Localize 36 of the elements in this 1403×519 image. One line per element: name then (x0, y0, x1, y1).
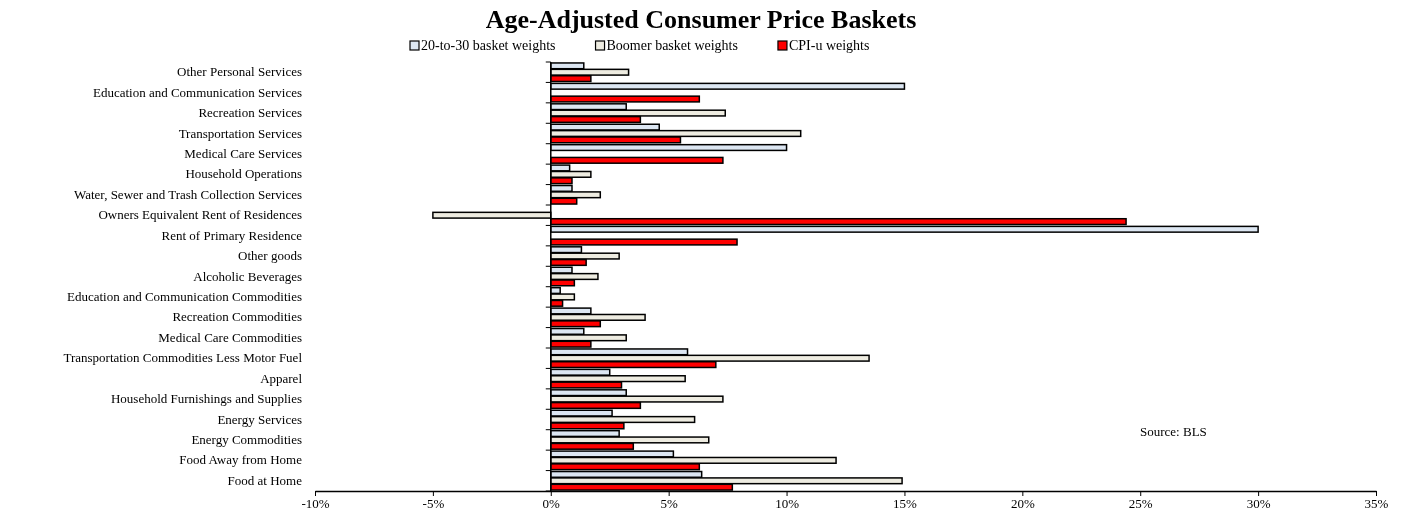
y-tick-label: Recreation Services (198, 105, 302, 121)
y-tick-label: Other Personal Services (177, 64, 302, 80)
y-tick-label: Recreation Commodities (172, 309, 302, 325)
y-tick-label: Water, Sewer and Trash Collection Services (73, 186, 302, 202)
y-tick-label: Transportation Commodities Less Motor Fuel (63, 350, 303, 366)
y-tick-label: Energy Services (217, 411, 302, 427)
y-tick-label: Alcoholic Beverages (193, 268, 302, 284)
x-tick-label: 25% (1128, 496, 1153, 512)
x-tick-label: 35% (1364, 496, 1389, 512)
y-tick-label: Household Furnishings and Supplies (110, 391, 302, 407)
chart-title: Age-Adjusted Consumer Price Baskets (485, 5, 917, 34)
x-tick-label: 0% (542, 496, 561, 512)
y-tick-label: Owners Equivalent Rent of Residences (98, 207, 302, 223)
y-tick-label: Energy Commodities (191, 431, 302, 447)
x-tick-label: 10% (775, 496, 800, 512)
x-tick-label: 5% (660, 496, 678, 512)
y-tick-label: Household Operations (185, 166, 302, 182)
y-tick-label: Food Away from Home (179, 452, 303, 468)
y-tick-label: Other goods (238, 248, 302, 264)
legend-label: CPI-u weights (788, 38, 870, 53)
y-tick-label: Education and Communication Services (92, 84, 302, 100)
y-tick-label: Food at Home (227, 472, 303, 488)
y-tick-label: Transportation Services (178, 125, 302, 141)
x-tick-label: -10% (301, 496, 330, 512)
y-tick-label: Medical Care Services (184, 145, 302, 161)
x-tick-label: 15% (893, 496, 918, 512)
x-tick-label: 30% (1246, 496, 1271, 512)
x-tick-label: 20% (1010, 496, 1035, 512)
x-tick-label: -5% (422, 496, 445, 512)
y-tick-label: Rent of Primary Residence (161, 227, 303, 243)
y-tick-label: Medical Care Commodities (158, 329, 302, 345)
legend-label: 20-to-30 basket weights (421, 38, 556, 53)
annotation: Source: BLS (1140, 424, 1207, 439)
legend-label: Boomer basket weights (606, 38, 738, 53)
y-tick-label: Apparel (260, 370, 303, 386)
y-tick-label: Education and Communication Commodities (66, 288, 302, 304)
